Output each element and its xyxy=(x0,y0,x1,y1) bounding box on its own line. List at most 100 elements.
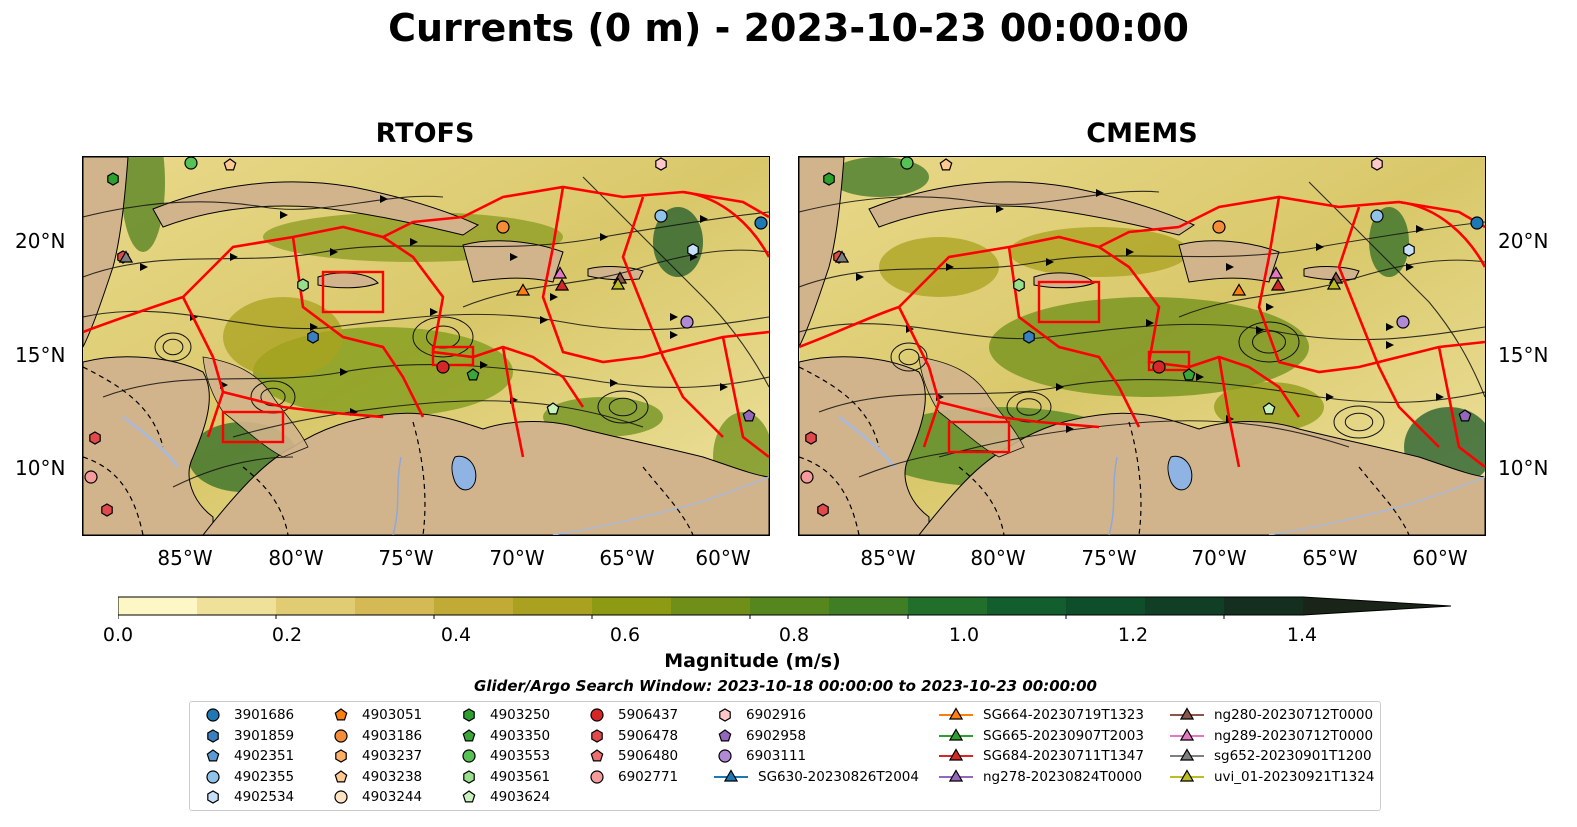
legend-item: 5906478 xyxy=(584,726,678,746)
map-marker-4903186 xyxy=(1212,220,1226,234)
colorbar-bin xyxy=(987,597,1067,615)
map-marker-6902916 xyxy=(1371,157,1383,171)
map-marker-3901686 xyxy=(1470,216,1484,230)
legend-marker-icon xyxy=(591,728,603,743)
map-marker-4903561 xyxy=(1013,278,1025,292)
lat-label-15n-right: 15°N xyxy=(1498,343,1549,367)
colorbar-tick-6: 1.2 xyxy=(1117,624,1149,646)
legend-marker-icon xyxy=(939,707,973,720)
map-marker-4903561 xyxy=(297,278,309,292)
map-marker-5906478 xyxy=(101,503,113,517)
colorbar-bin xyxy=(671,597,751,615)
map-marker-4903238 xyxy=(939,158,953,171)
legend-marker-icon xyxy=(334,769,348,782)
map-marker-sg652-20230901T1200 xyxy=(118,250,134,263)
search-window-text: Glider/Argo Search Window: 2023-10-18 00… xyxy=(474,677,1097,695)
legend-marker-icon xyxy=(719,708,731,722)
legend-marker-icon xyxy=(590,708,604,722)
legend-item: 4902534 xyxy=(200,787,294,807)
lon-label-80w-left: 80°W xyxy=(268,546,324,570)
legend-marker-icon xyxy=(335,749,347,763)
lon-label-85w-right: 85°W xyxy=(860,546,916,570)
map-marker-4902534 xyxy=(687,243,699,257)
legend-item: 4903244 xyxy=(328,787,422,807)
map-marker-5906478 xyxy=(817,503,829,517)
legend-item: 4903553 xyxy=(456,746,550,766)
legend-label: ng289-20230712T0000 xyxy=(1214,727,1374,744)
legend-marker-icon xyxy=(718,728,732,741)
legend-marker-icon xyxy=(714,768,748,782)
legend-marker-icon xyxy=(939,768,973,782)
legend-marker-icon xyxy=(462,790,476,803)
map-marker-4903624 xyxy=(1262,402,1276,415)
legend-item: 3901686 xyxy=(200,705,294,725)
colorbar-tick-3: 0.6 xyxy=(609,624,641,646)
lat-label-20n-right: 20°N xyxy=(1498,229,1549,253)
legend-label: SG684-20230711T1347 xyxy=(983,748,1144,764)
legend-item: 4902351 xyxy=(200,746,294,766)
colorbar xyxy=(118,596,1452,619)
lon-label-80w-right: 80°W xyxy=(970,546,1026,570)
legend-marker-icon xyxy=(1170,727,1204,741)
legend-label: SG664-20230719T1323 xyxy=(983,707,1144,723)
colorbar-bin xyxy=(513,597,593,615)
colorbar-tick-7: 1.4 xyxy=(1286,624,1318,646)
map-marker-ng289-20230712T0000 xyxy=(1268,266,1284,279)
legend-item: 4903051 xyxy=(328,705,422,725)
legend-label: 6902771 xyxy=(618,768,679,785)
map-marker-4903553 xyxy=(184,157,198,170)
legend-marker-icon xyxy=(206,769,220,784)
legend-item: 5906480 xyxy=(584,746,678,766)
colorbar-tick-2: 0.4 xyxy=(440,624,472,646)
legend-label: 4903350 xyxy=(490,727,551,744)
legend-item: 4902355 xyxy=(200,767,294,787)
legend-label: 4903051 xyxy=(362,707,423,723)
map-marker-4902534 xyxy=(1403,243,1415,257)
map-marker-6902916 xyxy=(655,157,667,171)
legend-marker-icon xyxy=(206,749,220,762)
map-marker-4903250 xyxy=(107,172,119,186)
legend-marker-icon xyxy=(462,728,476,741)
legend-label: 6902958 xyxy=(746,727,807,744)
legend-item: SG684-20230711T1347 xyxy=(937,746,1144,766)
legend-marker-icon xyxy=(334,708,348,721)
legend-label: 3901859 xyxy=(234,727,295,744)
map-marker-5906437 xyxy=(436,360,450,374)
legend-item: 4903237 xyxy=(328,746,422,766)
map-marker-6903111 xyxy=(1396,315,1410,329)
legend-marker-icon xyxy=(939,727,973,741)
colorbar-bin xyxy=(908,597,988,615)
map-marker-uvi_01-20230921T1324 xyxy=(1326,277,1342,290)
legend-label: 4903553 xyxy=(490,748,551,764)
map-marker-4903250 xyxy=(823,172,835,186)
legend-label: 4903250 xyxy=(490,707,551,723)
map-marker-SG664-20230719T1323 xyxy=(515,283,531,296)
colorbar-bin xyxy=(1224,597,1304,615)
legend-marker-icon xyxy=(718,749,732,763)
legend-marker-icon xyxy=(206,708,220,722)
legend-label: 6903111 xyxy=(746,748,807,764)
colorbar-label: Magnitude (m/s) xyxy=(664,650,841,672)
map-marker-3901859 xyxy=(307,330,319,344)
legend-marker-icon xyxy=(1170,707,1204,720)
colorbar-bin xyxy=(276,597,356,615)
legend-item: 6902958 xyxy=(712,726,806,746)
map-marker-3901859 xyxy=(1023,330,1035,344)
lat-label-20n-left: 20°N xyxy=(15,229,66,253)
legend-label: 4903561 xyxy=(490,768,551,785)
lat-label-10n-left: 10°N xyxy=(15,456,66,480)
map-marker-6902771 xyxy=(800,470,814,484)
legend-item: ng280-20230712T0000 xyxy=(1168,705,1373,725)
map-marker-4903350 xyxy=(466,368,480,381)
legend-item: sg652-20230901T1200 xyxy=(1168,746,1372,766)
legend-label: uvi_01-20230921T1324 xyxy=(1214,768,1375,785)
lon-label-60w-left: 60°W xyxy=(695,546,751,570)
panel-title-cmems: CMEMS xyxy=(1086,118,1198,149)
legend-label: ng280-20230712T0000 xyxy=(1214,707,1374,723)
colorbar-bin xyxy=(592,597,672,615)
legend-item: SG630-20230826T2004 xyxy=(712,767,919,787)
map-marker-uvi_01-20230921T1324 xyxy=(610,277,626,290)
legend-item: uvi_01-20230921T1324 xyxy=(1168,767,1374,787)
colorbar-tick-4: 0.8 xyxy=(778,624,810,646)
legend-marker-icon xyxy=(207,790,219,804)
